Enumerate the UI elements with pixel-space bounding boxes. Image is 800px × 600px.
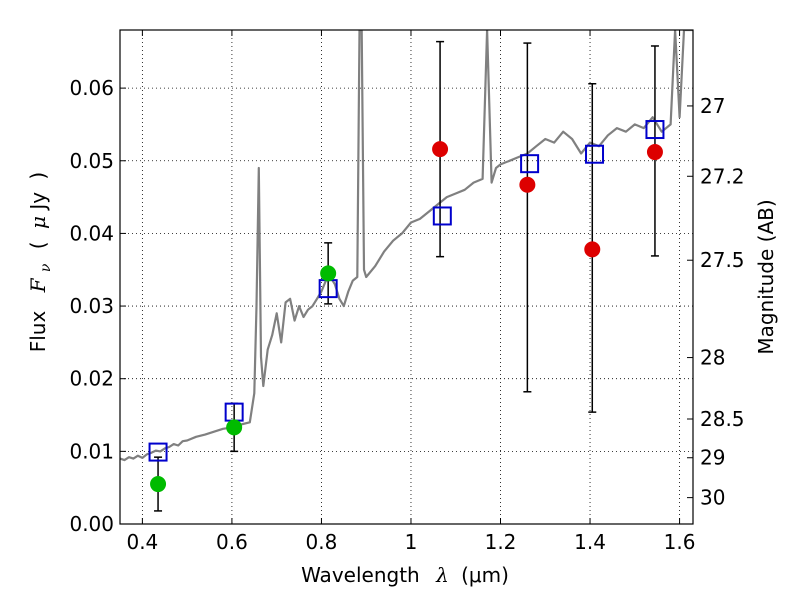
x-tick-label: 1.4 — [574, 530, 606, 554]
nir-points-point — [519, 176, 536, 193]
error-bars — [154, 40, 659, 512]
data-markers — [148, 120, 665, 493]
sed-model-curve — [120, 30, 693, 462]
nir-points-point — [646, 144, 663, 161]
plot-frame — [119, 29, 694, 525]
grid — [120, 30, 693, 525]
x-tick-label: 1.6 — [664, 530, 696, 554]
y2-axis-label: Magnitude (AB) — [754, 199, 778, 354]
y-axis-label-open-paren: ( — [26, 241, 50, 249]
y2-tick-label: 27 — [700, 94, 725, 118]
sed-model-line — [120, 30, 693, 462]
x-tick-label: 1 — [405, 530, 418, 554]
tick-marks — [120, 30, 693, 525]
detections-point — [320, 265, 337, 282]
model-photometry-square — [148, 442, 168, 462]
y-tick-label: 0.01 — [69, 439, 114, 463]
y-axis-label-unit-mu: μ — [26, 216, 50, 229]
detections-point — [226, 419, 243, 436]
y-tick-label: 0.04 — [69, 221, 114, 245]
model-photometry-square — [520, 154, 540, 174]
y2-tick-labels: 27 27.2 27.5 28 28.5 29 30 — [700, 94, 745, 510]
y-tick-label: 0.06 — [69, 76, 114, 100]
y2-tick-label: 30 — [700, 486, 725, 510]
x-axis-label: Wavelength λ (μm) — [301, 563, 509, 587]
x-tick-label: 1.2 — [485, 530, 517, 554]
y-axis-label-unit: Jy — [26, 192, 50, 212]
y-tick-label: 0.02 — [69, 367, 114, 391]
detections-point — [150, 476, 167, 493]
y2-tick-label: 27.5 — [700, 248, 745, 272]
nir-points-point — [584, 241, 601, 258]
y-axis-label-main: Flux — [26, 311, 50, 353]
model-photometry-square — [645, 120, 665, 140]
x-tick-label: 0.4 — [126, 530, 158, 554]
y2-tick-label: 28.5 — [700, 407, 745, 431]
y-tick-label: 0.05 — [69, 149, 114, 173]
model-photometry-square — [432, 206, 452, 226]
y-tick-label: 0.00 — [69, 512, 114, 536]
y-axis-label-subscript: ν — [38, 263, 54, 272]
y-tick-label: 0.03 — [69, 294, 114, 318]
y2-tick-label: 27.2 — [700, 164, 745, 188]
x-axis-label-unit: (μm) — [461, 563, 509, 587]
x-tick-labels: 0.4 0.6 0.8 1 1.2 1.4 1.6 — [126, 530, 695, 554]
y-axis-label-close-paren: ) — [26, 172, 50, 180]
x-tick-label: 0.6 — [216, 530, 248, 554]
y-axis-label: Flux F ν ( μ Jy ) — [26, 172, 55, 353]
x-axis-label-symbol: λ — [435, 563, 449, 587]
model-photometry-square — [585, 144, 605, 164]
y2-tick-label: 28 — [700, 346, 725, 370]
y-tick-labels: 0.00 0.01 0.02 0.03 0.04 0.05 0.06 — [69, 76, 114, 536]
x-axis-label-main: Wavelength — [301, 563, 420, 587]
y-axis-label-symbol: F — [26, 277, 50, 293]
y2-tick-label: 29 — [700, 446, 725, 470]
x-tick-label: 0.8 — [306, 530, 338, 554]
nir-points-point — [432, 141, 449, 158]
